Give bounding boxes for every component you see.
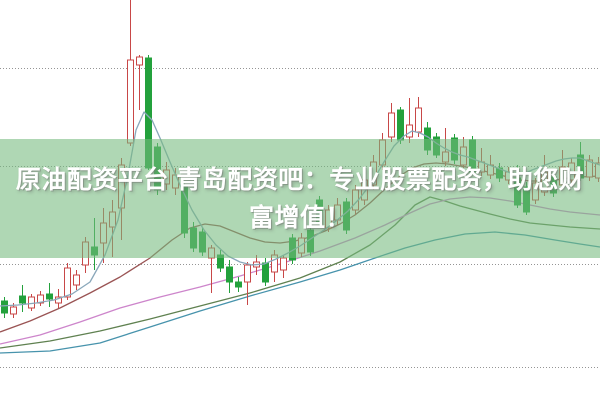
candle-body — [226, 266, 233, 283]
banner-overlay: 原油配资平台 青岛配资吧：专业股票配资，助您财 富增值！ — [0, 139, 600, 258]
candle-body — [244, 264, 251, 283]
candle-body — [235, 281, 242, 288]
candle-body — [1, 300, 8, 314]
candle-body — [136, 56, 143, 66]
candle-body — [19, 295, 26, 304]
candle-body — [280, 257, 287, 271]
candle-body — [28, 296, 35, 309]
candle-body — [10, 306, 17, 315]
candle-body — [397, 109, 404, 141]
candle-body — [262, 262, 269, 283]
candle-body — [415, 107, 422, 133]
candle-body — [73, 274, 80, 286]
candle-body — [46, 293, 53, 300]
banner-title-line1: 原油配资平台 青岛配资吧：专业股票配资，助您财 — [15, 165, 585, 194]
candle-body — [64, 267, 71, 298]
banner-title-line2: 富增值！ — [248, 203, 351, 232]
candle-body — [388, 112, 395, 138]
candle-body — [37, 294, 44, 304]
candle-body — [127, 59, 134, 144]
